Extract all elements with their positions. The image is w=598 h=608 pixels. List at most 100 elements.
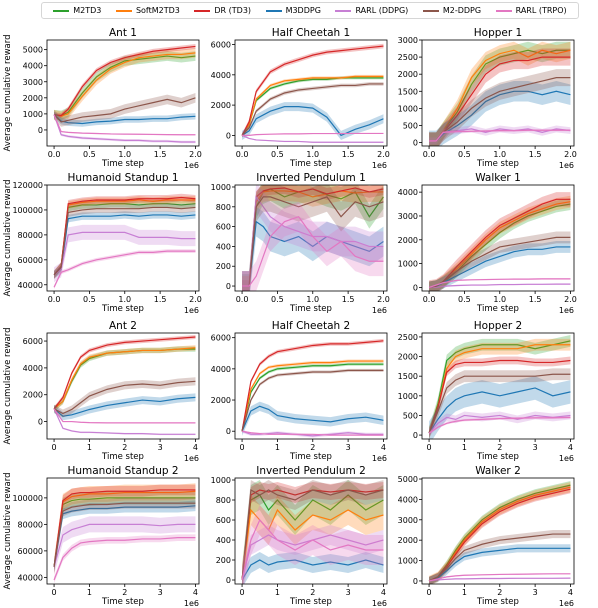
series-band <box>242 185 384 291</box>
plot-area <box>241 338 384 438</box>
series-line <box>428 340 571 434</box>
subplot-title: Half Cheetah 1 <box>272 27 350 39</box>
series-band <box>54 497 196 573</box>
y-tick-label: 1000 <box>398 557 418 566</box>
y-tick-label: 80000 <box>18 520 43 529</box>
x-tick-label: 2 <box>122 588 127 597</box>
legend-label: SoftM2TD3 <box>135 6 180 15</box>
series-line <box>53 380 196 415</box>
legend-label: RARL (TRPO) <box>515 6 567 15</box>
axes-frame <box>421 39 575 147</box>
series-line <box>242 215 384 287</box>
y-tick-label: 2000 <box>398 236 418 245</box>
y-tick-label: 2000 <box>23 391 43 400</box>
y-tick-label: 4000 <box>23 364 43 373</box>
axes-frame <box>46 332 200 440</box>
y-tick-label: 4000 <box>211 71 231 80</box>
series-line <box>241 75 384 136</box>
series-band <box>242 505 384 584</box>
legend-item: RARL (TRPO) <box>495 6 567 15</box>
x-tick-label: 0.0 <box>423 150 436 159</box>
y-tick-label: 6000 <box>211 334 231 343</box>
y-tick-label: 5000 <box>23 46 43 55</box>
series-band <box>54 491 196 574</box>
x-tick-label: 2 <box>310 588 315 597</box>
subplot-title: Hopper 2 <box>474 320 522 332</box>
x-tick-label: 2.0 <box>377 150 390 159</box>
series-band <box>54 484 196 573</box>
series-line <box>428 416 571 434</box>
y-tick-label: 2000 <box>23 94 43 103</box>
series-band <box>54 224 196 283</box>
y-tick-label: 2500 <box>398 333 418 342</box>
x-tick-label: 4 <box>568 588 573 597</box>
series-band <box>242 185 384 291</box>
x-scale-label: 1e6 <box>184 306 199 315</box>
series-line <box>242 196 384 287</box>
x-tick-label: 1.0 <box>306 150 319 159</box>
x-tick-label: 0.5 <box>83 295 96 304</box>
series-line <box>429 129 571 142</box>
x-tick-label: 0 <box>52 443 57 452</box>
y-tick-label: 60000 <box>18 547 43 556</box>
y-tick-label: 2500 <box>398 53 418 62</box>
series-line <box>241 489 384 581</box>
series-line <box>53 537 196 581</box>
series-band <box>54 44 196 118</box>
series-line <box>241 83 384 136</box>
subplot-title: Walker 2 <box>475 465 521 477</box>
y-tick-label: 500 <box>403 121 418 130</box>
plot-area <box>53 44 196 144</box>
series-line <box>53 490 196 567</box>
y-axis-label: Average cumulative reward <box>3 328 13 445</box>
y-tick-label: 1000 <box>23 110 43 119</box>
legend-label: M3DDPG <box>285 6 321 15</box>
y-tick-label: 200 <box>216 556 231 565</box>
plot-area <box>241 480 384 584</box>
y-tick-label: 4000 <box>211 365 231 374</box>
series-line <box>428 484 571 582</box>
x-axis-label: Time step <box>101 597 144 607</box>
y-tick-label: 100000 <box>12 206 43 215</box>
series-line <box>241 134 384 143</box>
subplot-8: Half Cheetah 2 0 1 2 3 4 0 2000 4000 6000 Time ste… <box>211 320 388 463</box>
x-tick-label: 0.0 <box>423 295 436 304</box>
legend-label: M2TD3 <box>73 6 102 15</box>
axes-frame <box>46 39 200 147</box>
series-band <box>54 203 196 280</box>
series-line <box>241 518 384 581</box>
x-tick-label: 0 <box>427 443 432 452</box>
x-tick-label: 0 <box>240 588 245 597</box>
legend-item: RARL (DDPG) <box>335 6 408 15</box>
subplot-title: Ant 2 <box>109 320 137 332</box>
series-line <box>428 414 571 434</box>
y-tick-label: 800 <box>216 496 231 505</box>
x-tick-label: 1 <box>275 588 280 597</box>
x-tick-label: 4 <box>381 443 386 452</box>
series-line <box>242 220 384 287</box>
series-line <box>53 250 196 288</box>
series-band <box>54 500 196 573</box>
series-band <box>242 552 384 584</box>
series-band <box>429 231 571 291</box>
y-tick-label: 120000 <box>12 181 43 190</box>
axes-frame <box>234 477 388 585</box>
legend-swatch <box>115 9 132 12</box>
axes-frame <box>46 477 200 585</box>
subplot-title: Inverted Pendulum 2 <box>256 465 366 477</box>
x-tick-label: 2 <box>497 588 502 597</box>
axes-frame <box>234 39 388 147</box>
subplot-1: Ant 1 0.0 0.5 1.0 1.5 2.0 0 1000 2000 3000 4000 500… <box>3 27 202 170</box>
series-band <box>54 534 196 584</box>
subplot-10: Humanoid Standup 2 0 1 2 3 4 40000 60000 80000 10… <box>3 465 200 608</box>
x-tick-label: 1 <box>87 588 92 597</box>
y-tick-label: 6000 <box>23 337 43 346</box>
series-band <box>54 393 196 421</box>
x-tick-label: 0.0 <box>48 150 61 159</box>
x-tick-label: 3 <box>158 588 163 597</box>
series-line <box>241 489 384 581</box>
axes-frame <box>421 477 575 585</box>
series-band <box>242 480 384 584</box>
series-band <box>429 195 571 291</box>
series-line <box>53 396 196 417</box>
